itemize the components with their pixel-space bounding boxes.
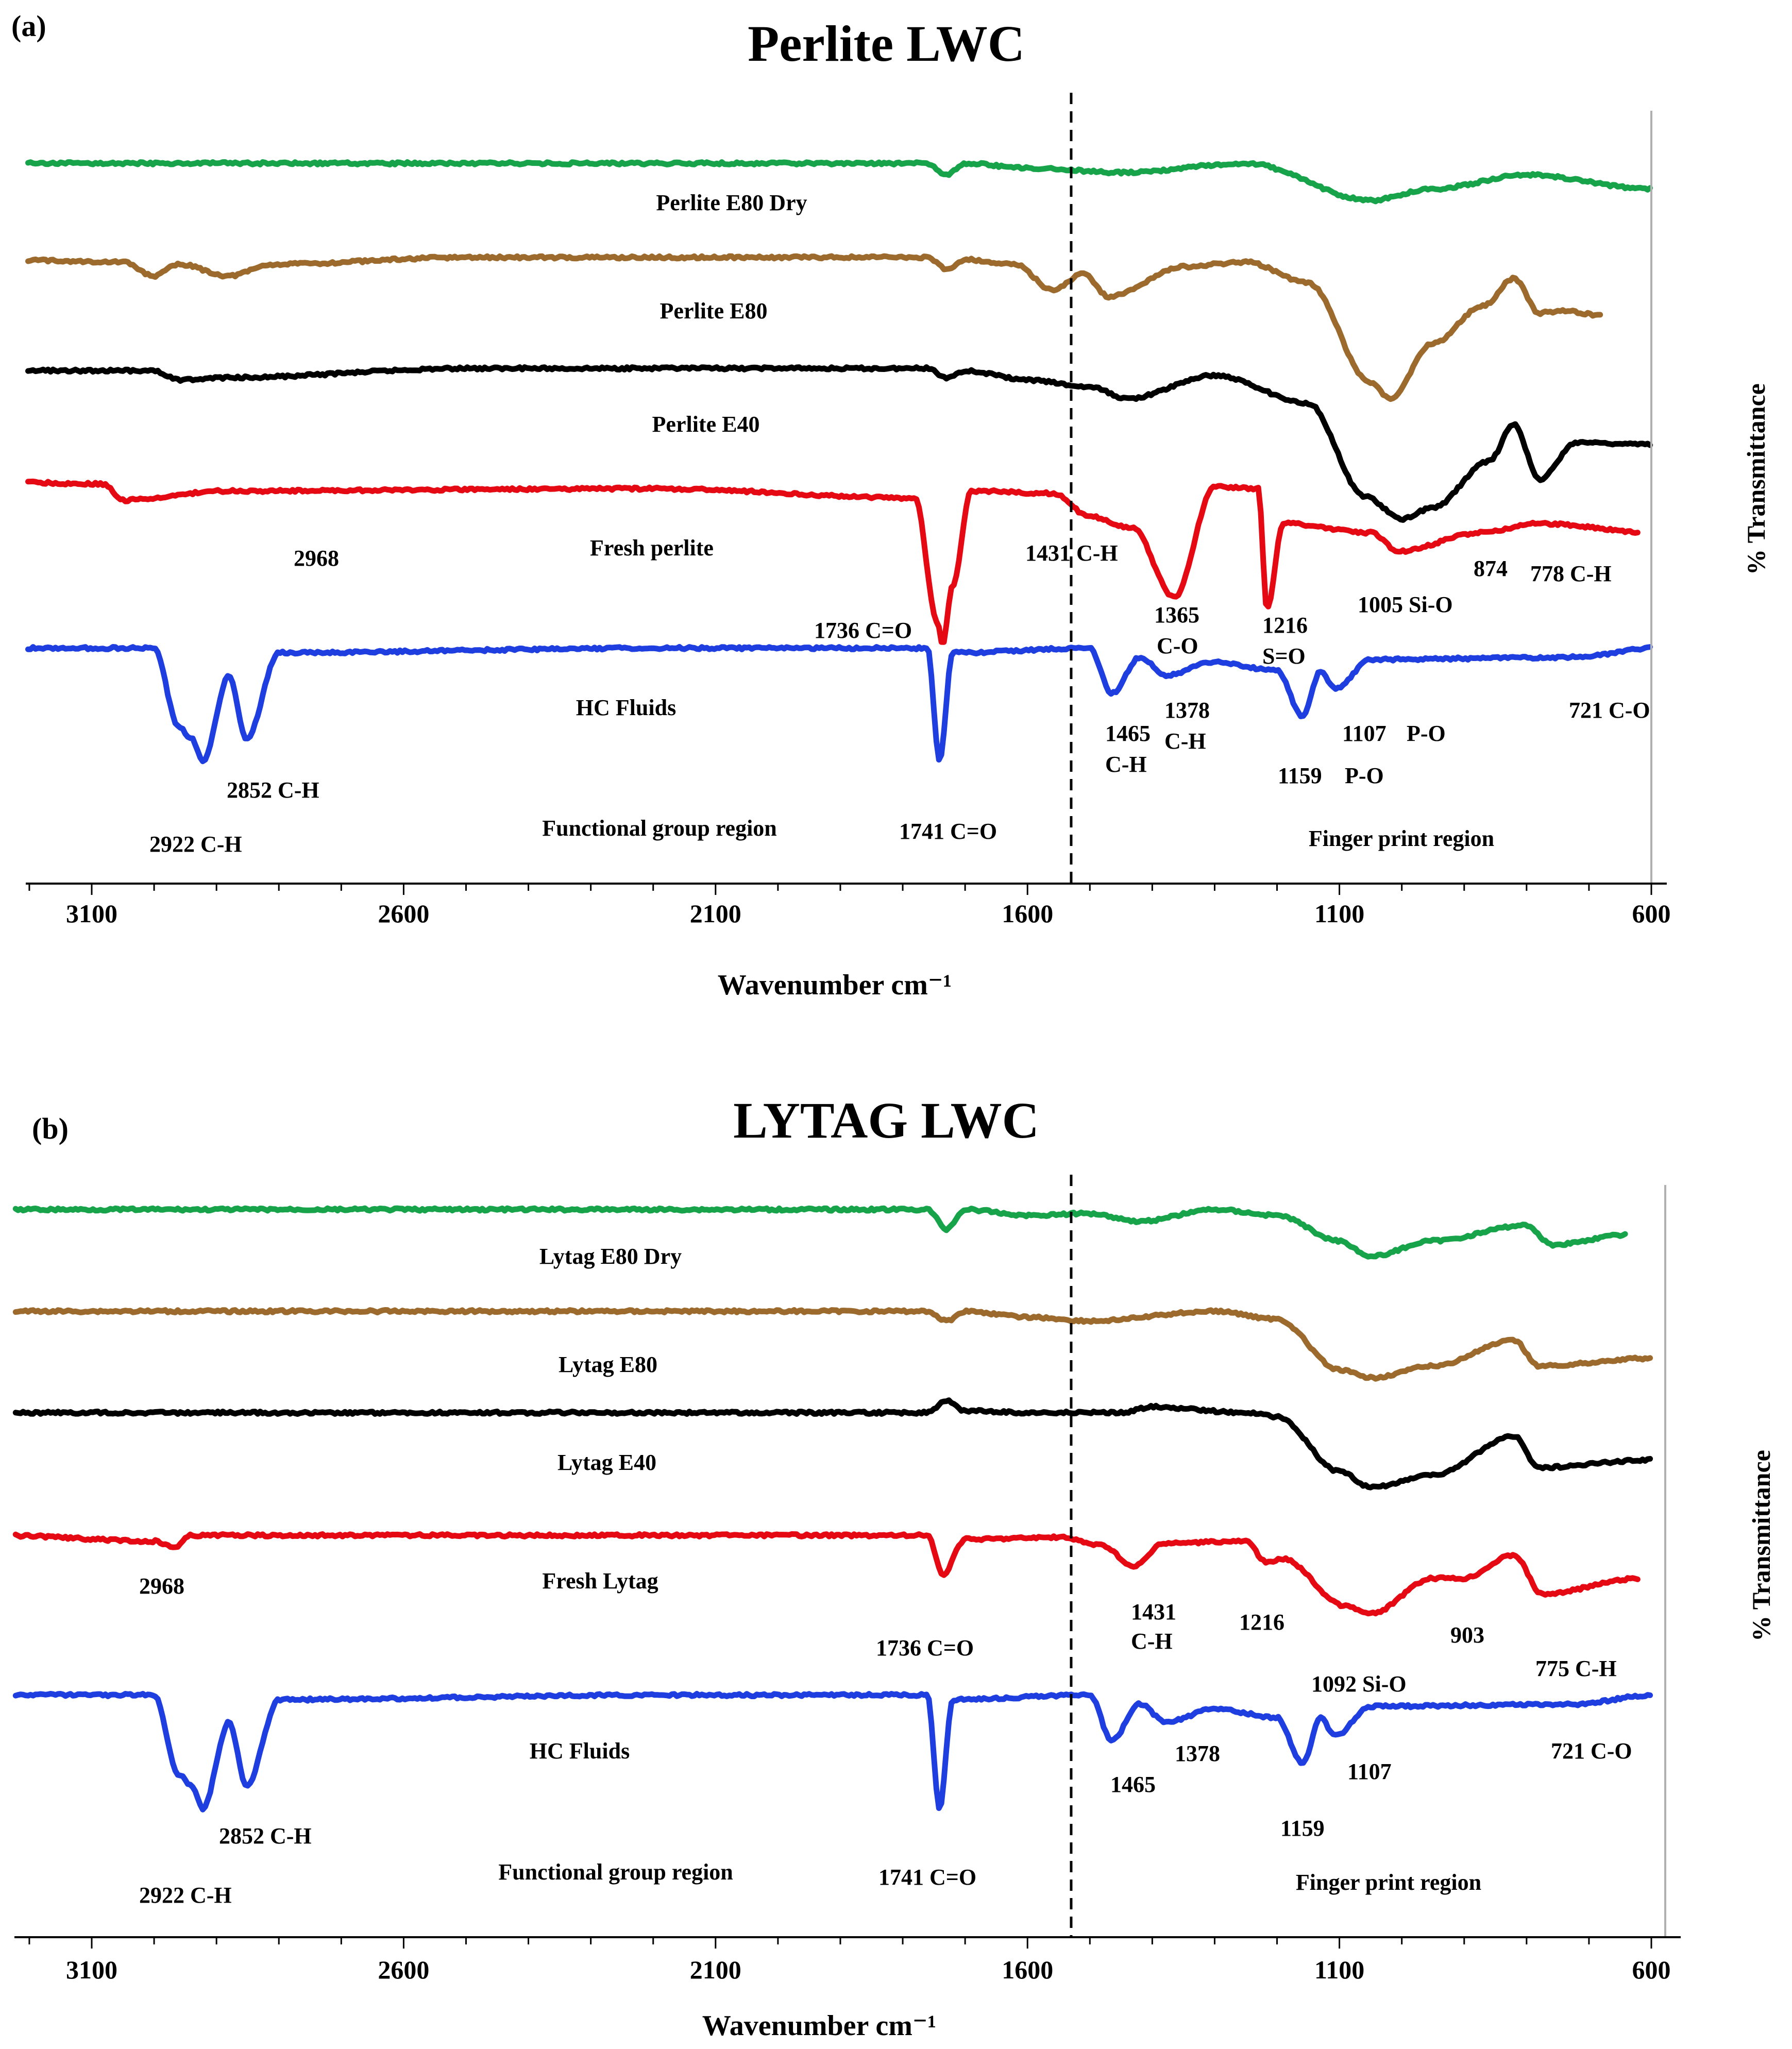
panel-b: (b) LYTAG LWC % Transmittance Wavenumber… (12, 1092, 1776, 2042)
peak-annotation: 1365 (1154, 602, 1199, 628)
peak-annotation: 903 (1450, 1622, 1484, 1648)
x-tick-label: 600 (1632, 1955, 1671, 1984)
peak-annotation: C-O (1157, 633, 1198, 658)
peak-annotation: 721 C-O (1551, 1738, 1632, 1764)
peak-annotation: 778 C-H (1530, 561, 1612, 586)
region-label: Finger print region (1296, 1870, 1481, 1895)
series-line (12, 1397, 1653, 1491)
panel-label: (a) (11, 9, 46, 43)
peak-annotation: 775 C-H (1535, 1656, 1617, 1681)
x-axis-label: Wavenumber cm⁻¹ (702, 2010, 936, 2042)
x-axis-label: Wavenumber cm⁻¹ (718, 969, 952, 1001)
peak-annotation: 2852 C-H (227, 777, 319, 803)
peak-annotation: C-H (1131, 1629, 1173, 1654)
series-label: Lytag E80 Dry (539, 1244, 682, 1269)
peak-annotation: 1431 (1131, 1599, 1176, 1624)
peak-annotation: C-H (1164, 729, 1206, 754)
peak-annotation: 1378 (1175, 1741, 1220, 1766)
x-tick-label: 1600 (1002, 899, 1053, 928)
series-line (25, 364, 1653, 523)
series-line (25, 644, 1653, 765)
peak-annotation: 1159 (1278, 763, 1322, 788)
x-tick-label: 1600 (1002, 1955, 1053, 1984)
peak-annotation: 874 (1474, 556, 1508, 581)
x-tick-label: 600 (1632, 899, 1671, 928)
series-label: Lytag E40 (557, 1450, 656, 1475)
peak-annotation: 1216 (1239, 1610, 1284, 1635)
y-axis-label: % Transmittance (1742, 383, 1770, 575)
peak-annotation: C-H (1105, 752, 1147, 777)
peak-annotation: 1216 (1262, 613, 1308, 638)
peak-annotation: 2968 (139, 1573, 184, 1599)
peak-annotation: 1378 (1164, 698, 1210, 723)
peak-annotation: 1107 (1342, 721, 1387, 746)
y-axis-label: % Transmittance (1747, 1450, 1776, 1641)
peak-annotation: 1107 (1347, 1759, 1392, 1784)
series-label: HC Fluids (576, 695, 676, 720)
series-line (25, 253, 1603, 402)
series-label: HC Fluids (530, 1738, 630, 1764)
x-tick-label: 2600 (378, 1955, 429, 1984)
series-line (25, 159, 1653, 205)
series-line (12, 1307, 1653, 1382)
x-tick-label: 2100 (690, 899, 741, 928)
series-label: Lytag E80 (559, 1352, 657, 1377)
peak-annotation: 1092 Si-O (1311, 1671, 1407, 1697)
peak-annotation: 2852 C-H (219, 1823, 312, 1849)
x-tick-label: 1100 (1314, 1955, 1364, 1984)
series-label: Fresh perlite (590, 535, 714, 561)
region-label: Finger print region (1309, 826, 1494, 851)
panel-a: (a) Perlite LWC % Transmittance Wavenumb… (11, 9, 1770, 1001)
chart-title: LYTAG LWC (733, 1092, 1039, 1149)
peak-annotation: 721 C-O (1569, 698, 1650, 723)
region-label: Functional group region (498, 1859, 733, 1885)
peak-annotation: 2922 C-H (139, 1883, 232, 1908)
chart-title: Perlite LWC (748, 15, 1025, 72)
peak-annotation: 1159 (1280, 1816, 1325, 1841)
series-label: Perlite E80 (660, 298, 768, 324)
series-label: Perlite E40 (652, 412, 760, 437)
region-label: Functional group region (542, 816, 777, 841)
series-label: Fresh Lytag (542, 1568, 658, 1594)
x-tick-label: 3100 (66, 899, 117, 928)
peak-annotation: P-O (1345, 763, 1384, 788)
x-tick-label: 1100 (1314, 899, 1364, 928)
peak-annotation: 1736 C=O (876, 1635, 974, 1661)
peak-annotation: 2922 C-H (149, 832, 242, 857)
peak-annotation: 1736 C=O (814, 618, 912, 643)
peak-annotation: 1741 C=O (899, 819, 997, 844)
series-line (25, 478, 1641, 645)
peak-annotation: 1741 C=O (878, 1865, 976, 1890)
x-tick-label: 2100 (690, 1955, 741, 1984)
series-line (12, 1691, 1653, 1813)
peak-annotation: 2968 (294, 546, 339, 571)
peak-annotation: P-O (1407, 721, 1446, 746)
peak-annotation: 1005 Si-O (1358, 592, 1453, 617)
panel-label: (b) (32, 1112, 69, 1145)
series-line (12, 1205, 1628, 1260)
series-line (12, 1531, 1641, 1617)
peak-annotation: 1465 (1105, 721, 1151, 746)
peak-annotation: S=O (1262, 644, 1306, 669)
x-tick-label: 2600 (378, 899, 429, 928)
peak-annotation: 1465 (1110, 1772, 1156, 1797)
series-label: Perlite E80 Dry (656, 190, 807, 215)
x-tick-label: 3100 (66, 1955, 117, 1984)
